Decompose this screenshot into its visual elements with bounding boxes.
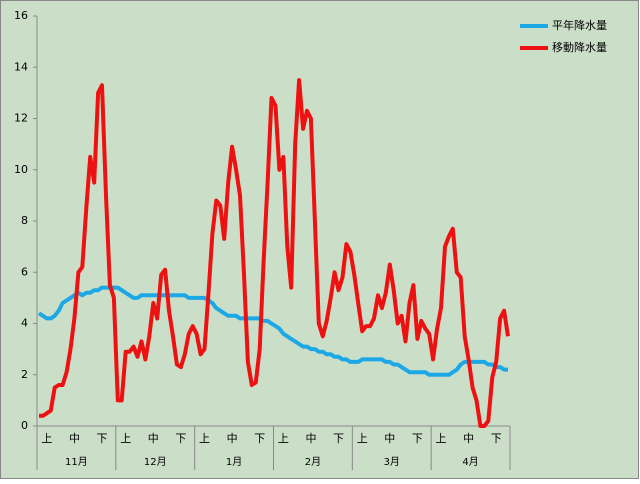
- group-label: 4月: [462, 456, 478, 468]
- y-tick-label: 16: [14, 9, 28, 22]
- y-tick-label: 14: [14, 60, 28, 73]
- series-line: [39, 78, 510, 428]
- x-tick-label: 中: [69, 432, 80, 445]
- x-tick-label: 中: [305, 432, 316, 445]
- group-label: 11月: [65, 456, 88, 468]
- x-tick-label: 中: [463, 432, 474, 445]
- y-tick-label: 8: [21, 214, 28, 227]
- x-tick-label: 中: [227, 432, 238, 445]
- y-tick-label: 2: [21, 368, 28, 381]
- x-tick-label: 下: [491, 432, 502, 445]
- x-tick-label: 下: [412, 432, 423, 445]
- y-tick-label: 4: [21, 317, 28, 330]
- x-tick-label: 上: [436, 432, 447, 445]
- x-tick-label: 上: [199, 432, 210, 445]
- group-label: 2月: [305, 456, 321, 468]
- x-tick-label: 下: [175, 432, 186, 445]
- x-tick-label: 下: [97, 432, 108, 445]
- group-label: 3月: [384, 456, 400, 468]
- x-tick-label: 中: [384, 432, 395, 445]
- y-tick-label: 0: [21, 419, 28, 432]
- x-tick-label: 上: [357, 432, 368, 445]
- legend-label: 平年降水量: [552, 18, 607, 32]
- y-tick-label: 6: [21, 265, 28, 278]
- series-line: [37, 285, 508, 377]
- x-tick-label: 下: [254, 432, 265, 445]
- group-label: 1月: [226, 456, 242, 468]
- y-tick-label: 12: [14, 112, 28, 125]
- legend-label: 移動降水量: [552, 40, 607, 54]
- group-label: 12月: [144, 456, 167, 468]
- y-tick-label: 10: [14, 163, 28, 176]
- x-tick-label: 上: [278, 432, 289, 445]
- x-tick-label: 上: [41, 432, 52, 445]
- x-tick-label: 下: [333, 432, 344, 445]
- x-tick-label: 上: [120, 432, 131, 445]
- x-tick-label: 中: [148, 432, 159, 445]
